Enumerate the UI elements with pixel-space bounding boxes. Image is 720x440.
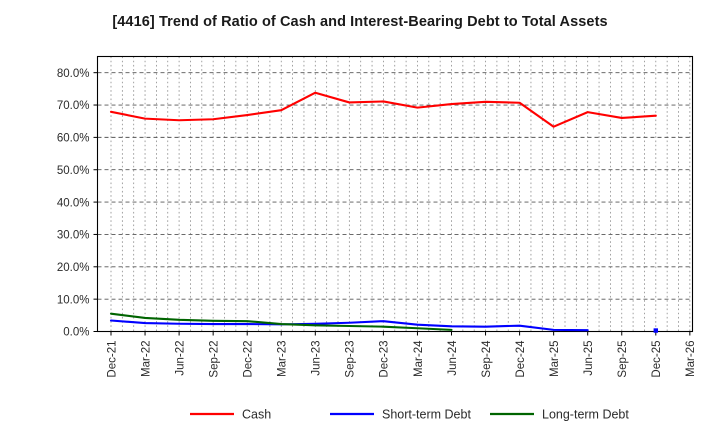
x-axis-tick-label: Jun-23 <box>311 341 323 376</box>
legend-item-long-term-debt[interactable]: Long-term Debt <box>490 408 629 422</box>
x-axis-tick-label: Sep-24 <box>481 340 493 378</box>
x-axis-tick-label: Mar-22 <box>140 341 152 377</box>
x-axis-tick-label: Sep-22 <box>208 341 220 378</box>
y-axis-ticks: 0.0% 10.0% 20.0% 30.0% 40.0% 50.0% 60.0% 70.0% 8… <box>57 68 98 339</box>
plot-axis-frame <box>96 55 694 333</box>
x-axis-tick-label: Sep-23 <box>345 341 357 378</box>
x-axis-tick-label: Jun-25 <box>583 341 595 376</box>
minor-gridlines <box>110 56 691 332</box>
legend-item-short-term-debt[interactable]: Short-term Debt <box>330 408 471 422</box>
legend-label: Long-term Debt <box>542 408 629 422</box>
x-axis-tick-label: Dec-21 <box>106 341 118 378</box>
y-axis-tick-label: 70.0% <box>57 100 90 112</box>
y-axis-tick-label: 10.0% <box>57 294 90 306</box>
y-axis-tick-label: 80.0% <box>57 68 90 80</box>
y-axis-tick-label: 40.0% <box>57 197 90 209</box>
legend-item-cash[interactable]: Cash <box>190 408 271 422</box>
y-axis-tick-label: 30.0% <box>57 230 90 242</box>
x-axis-tick-label: Mar-23 <box>277 341 289 377</box>
y-axis-tick-label: 50.0% <box>57 165 90 177</box>
x-axis-tick-label: Jun-24 <box>447 340 459 376</box>
y-axis-tick-label: 20.0% <box>57 262 90 274</box>
chart-title: [4416] Trend of Ratio of Cash and Intere… <box>112 14 608 30</box>
series-cash <box>109 91 657 128</box>
x-axis-tick-label: Dec-24 <box>515 340 527 378</box>
x-axis-tick-label: Jun-22 <box>174 341 186 376</box>
x-axis-tick-label: Mar-26 <box>685 341 697 377</box>
series-short-term-debt <box>109 319 658 333</box>
chart-legend: Cash Short-term Debt Long-term Debt <box>190 408 629 422</box>
x-axis-tick-label: Dec-23 <box>379 341 391 378</box>
x-axis-tick-label: Sep-25 <box>617 341 629 378</box>
x-axis-tick-label: Dec-22 <box>243 341 255 378</box>
major-gridlines <box>97 72 693 300</box>
series-long-term-debt <box>109 312 453 331</box>
x-axis-ticks: Dec-21 Mar-22 Jun-22 Sep-22 Dec-22 Mar-23 Jun-… <box>106 331 697 378</box>
x-axis-tick-label: Mar-25 <box>549 341 561 377</box>
legend-label: Short-term Debt <box>382 408 471 422</box>
data-series-layer <box>109 91 658 333</box>
y-axis-tick-label: 0.0% <box>63 327 89 339</box>
x-axis-tick-label: Mar-24 <box>413 340 425 377</box>
legend-label: Cash <box>242 408 271 422</box>
x-axis-tick-label: Dec-25 <box>651 341 663 378</box>
y-axis-tick-label: 60.0% <box>57 133 90 145</box>
